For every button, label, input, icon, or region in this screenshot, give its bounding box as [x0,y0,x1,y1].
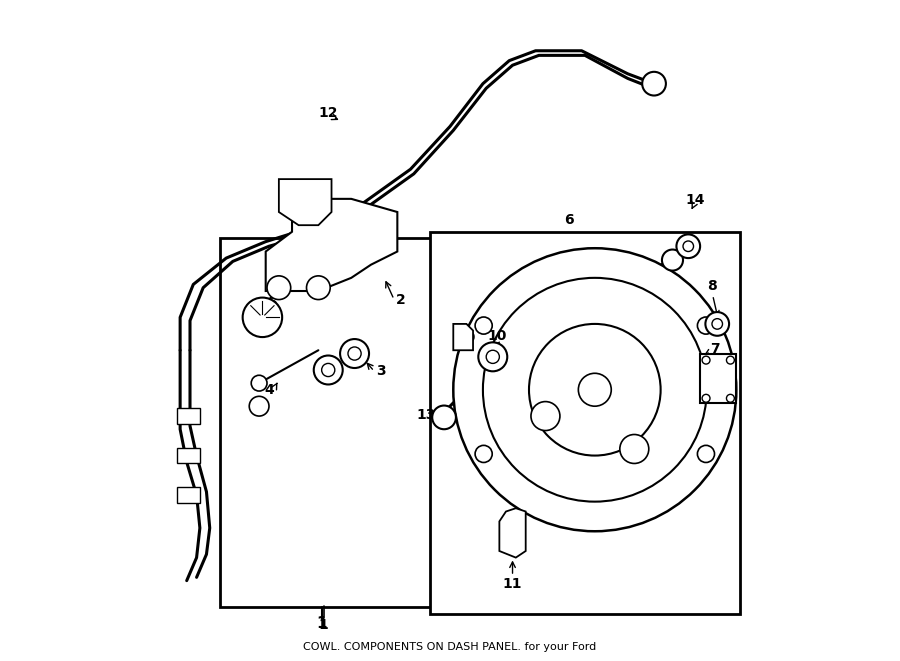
Circle shape [683,241,694,252]
Polygon shape [454,324,473,350]
Circle shape [579,373,611,407]
Text: 11: 11 [503,577,522,591]
Bar [176,408,200,424]
Text: 8: 8 [707,279,716,293]
Polygon shape [266,199,397,291]
Circle shape [348,347,361,360]
Circle shape [475,317,492,334]
Circle shape [454,249,736,531]
Text: 1: 1 [319,618,328,632]
Circle shape [702,356,710,364]
Circle shape [486,350,500,364]
Circle shape [698,446,715,463]
Circle shape [243,297,283,337]
Circle shape [706,312,729,336]
Circle shape [483,278,706,502]
Circle shape [314,356,343,385]
Circle shape [321,364,335,377]
Circle shape [307,276,330,299]
Text: 7: 7 [710,342,719,356]
Circle shape [267,276,291,299]
Circle shape [698,317,715,334]
Text: 10: 10 [488,329,507,343]
Text: 2: 2 [396,293,406,307]
Bar [176,487,200,503]
Bar [700,354,736,403]
Circle shape [662,250,683,270]
Text: 3: 3 [376,364,386,378]
Polygon shape [279,179,331,225]
Text: 6: 6 [563,213,573,227]
Text: 9: 9 [465,331,474,346]
Circle shape [620,434,649,463]
Circle shape [531,402,560,430]
Circle shape [340,339,369,368]
Polygon shape [500,508,526,558]
Bar [176,447,200,463]
Text: COWL. COMPONENTS ON DASH PANEL. for your Ford: COWL. COMPONENTS ON DASH PANEL. for your… [303,642,597,652]
Bar [430,232,740,613]
Circle shape [478,342,508,371]
Circle shape [726,356,734,364]
Circle shape [251,375,267,391]
Text: 1: 1 [317,616,327,631]
Bar [220,239,450,607]
Circle shape [702,395,710,403]
Text: 14: 14 [686,193,706,207]
Text: 5: 5 [267,296,277,310]
Circle shape [529,324,661,455]
Text: 13: 13 [417,408,436,422]
Text: 12: 12 [319,106,338,120]
Text: 4: 4 [264,383,274,397]
Circle shape [643,72,666,96]
Circle shape [249,397,269,416]
Circle shape [475,446,492,463]
Circle shape [712,319,723,329]
Circle shape [726,395,734,403]
Circle shape [432,406,456,429]
Circle shape [677,235,700,258]
